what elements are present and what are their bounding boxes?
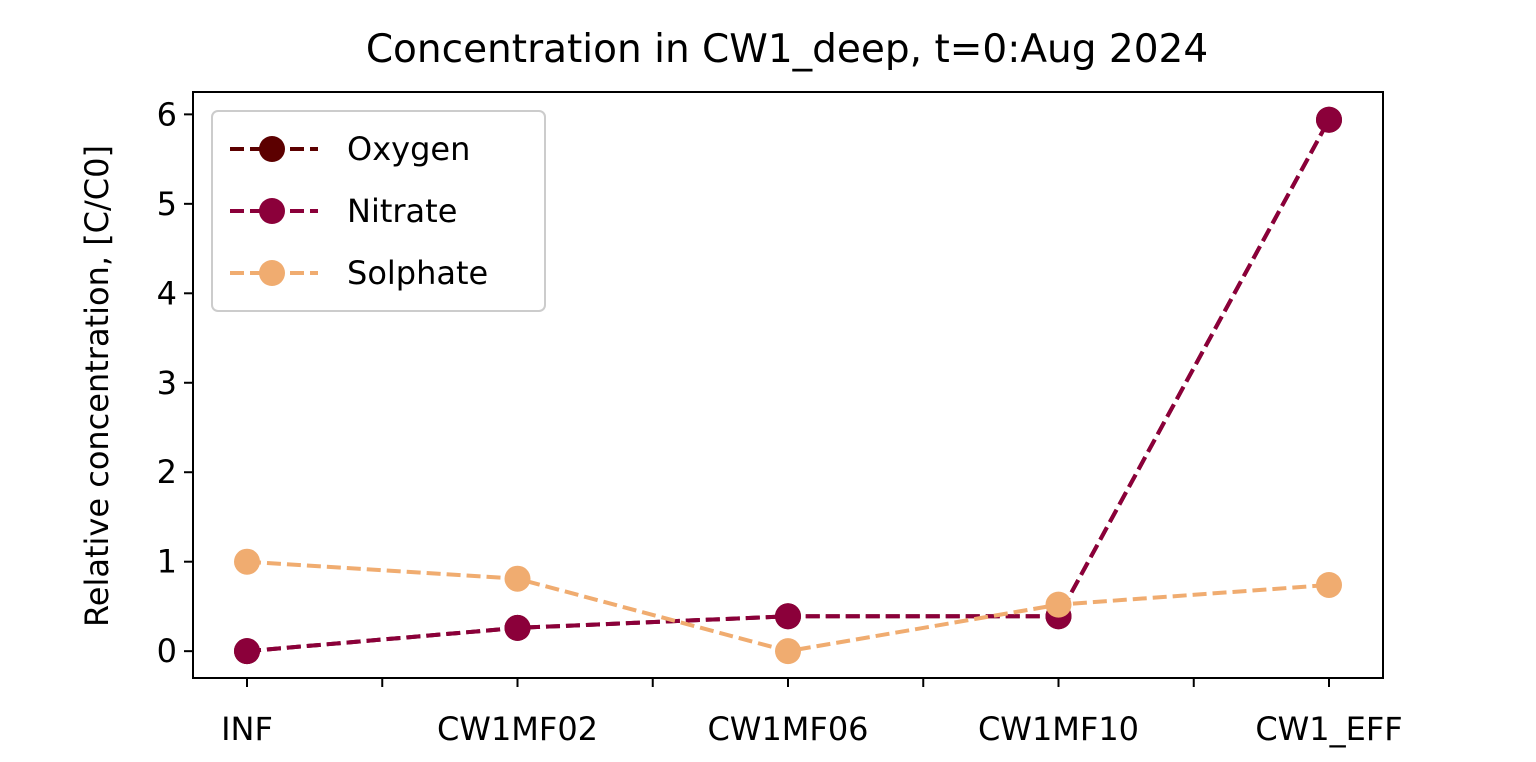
- data-point-solphate: [775, 638, 801, 665]
- x-tick-label: INF: [221, 710, 273, 748]
- chart-title: Concentration in CW1_deep, t=0:Aug 2024: [366, 27, 1208, 72]
- plot-frame: [192, 91, 1384, 679]
- x-tick-label: CW1MF02: [437, 710, 598, 748]
- data-point-solphate: [1045, 591, 1072, 618]
- y-tick-label: 3: [157, 364, 177, 402]
- legend-marker-solphate: [259, 260, 285, 286]
- data-point-nitrate: [504, 614, 531, 641]
- data-point-solphate: [1316, 571, 1342, 598]
- y-tick-label: 0: [157, 632, 177, 670]
- legend-marker-nitrate: [259, 198, 285, 224]
- x-tick-label: CW1MF06: [707, 710, 868, 748]
- data-point-solphate: [504, 565, 531, 592]
- legend-marker-oxygen: [259, 136, 285, 162]
- data-point-solphate: [234, 548, 260, 575]
- legend-label-solphate: Solphate: [347, 254, 488, 292]
- y-tick-label: 4: [157, 274, 177, 312]
- x-tick-label: CW1_EFF: [1255, 710, 1402, 748]
- y-tick-label: 6: [157, 95, 177, 133]
- y-axis-label: Relative concentration, [C/C0]: [78, 145, 116, 627]
- y-tick-label: 5: [157, 185, 177, 223]
- legend-box: [211, 110, 546, 312]
- data-point-nitrate: [775, 603, 801, 630]
- legend: Oxygen Nitrate Solphate: [211, 110, 546, 312]
- y-tick-label: 1: [157, 543, 177, 581]
- y-tick-label: 2: [157, 453, 177, 491]
- plot-layer: 0 1 2 3 4 5 6 INF CW1MF02 CW1MF06 CW1MF10 CW1_EFF: [157, 95, 1403, 748]
- data-point-nitrate: [1316, 106, 1342, 133]
- x-tick-label: CW1MF10: [978, 710, 1139, 748]
- data-point-nitrate: [234, 638, 260, 665]
- legend-label-nitrate: Nitrate: [347, 192, 457, 230]
- legend-label-oxygen: Oxygen: [347, 130, 470, 168]
